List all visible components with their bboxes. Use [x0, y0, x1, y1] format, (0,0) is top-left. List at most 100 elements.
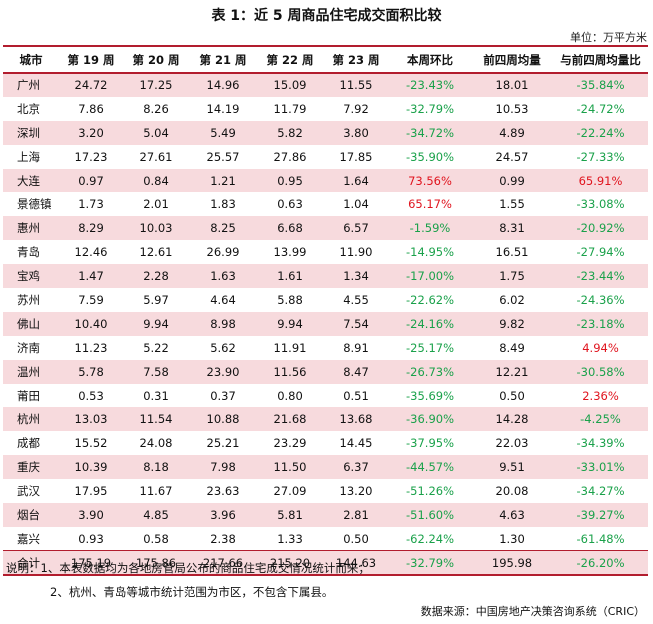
- cell-wow: -14.95%: [406, 245, 454, 260]
- cell-week22: 9.94: [257, 311, 323, 336]
- cell-week23: 2.81: [323, 503, 389, 527]
- cell-city: 广州: [3, 73, 59, 97]
- cell-week21: 10.88: [189, 407, 257, 432]
- cell-avg4: 0.99: [471, 168, 553, 193]
- cell-week21: 8.98: [189, 311, 257, 336]
- cell-city: 济南: [17, 340, 40, 355]
- cell-week19: 12.46: [74, 245, 108, 260]
- cell-week22: 1.61: [257, 264, 323, 289]
- cell-week22: 23.29: [273, 436, 307, 451]
- cell-wow: -32.79%: [406, 101, 454, 116]
- cell-week19: 0.97: [59, 168, 123, 193]
- col-header-city: 城市: [3, 45, 59, 74]
- cell-city: 温州: [3, 359, 59, 384]
- cell-week22: 1.33: [277, 531, 303, 546]
- col-header-week19: 第 19 周: [59, 45, 123, 74]
- table-row: 惠州 8.29 10.03 8.25 6.68 6.57 -1.59% 8.31 -20.92%: [3, 216, 648, 241]
- cell-wow: -22.62%: [406, 292, 454, 307]
- cell-week21: 1.63: [189, 264, 257, 289]
- cell-avg4: 16.51: [495, 245, 529, 260]
- table-row: 烟台 3.90 4.85 3.96 5.81 2.81 -51.60% 4.63 -39.27%: [3, 503, 648, 527]
- cell-city: 上海: [17, 149, 40, 164]
- cell-week20: 8.26: [143, 101, 169, 116]
- cell-week23: 14.45: [339, 436, 373, 451]
- cell-week22: 27.86: [273, 149, 307, 164]
- cell-week23: 13.20: [339, 484, 373, 499]
- cell-avg4: 9.82: [471, 311, 553, 336]
- cell-city: 青岛: [17, 245, 40, 260]
- cell-week19: 0.93: [78, 531, 104, 546]
- table-row: 广州 24.72 17.25 14.96 15.09 11.55 -23.43% 18.01-…: [3, 73, 648, 97]
- header-row: 城市 第 19 周 第 20 周 第 21 周 第 22 周 第 23 周 本周…: [3, 45, 648, 74]
- cell-wow: -34.72%: [389, 120, 471, 145]
- cell-week21: 25.57: [206, 149, 240, 164]
- cell-week22: 0.80: [277, 388, 303, 403]
- cell-week23: 17.85: [339, 149, 373, 164]
- cell-vs-avg: -20.92%: [553, 216, 648, 241]
- cell-vs-avg: -27.33%: [576, 149, 625, 164]
- cell-week22: 11.56: [257, 359, 323, 384]
- table-row: 温州 5.78 7.58 23.90 11.56 8.47 -26.73% 12.21 -30.…: [3, 359, 648, 384]
- cell-week21: 217.66: [189, 550, 257, 576]
- cell-city: 杭州: [3, 407, 59, 432]
- table-row: 成都 15.52 24.08 25.21 23.29 14.45 -37.95% 22.03 -…: [3, 431, 648, 455]
- cell-vs-avg: -26.20%: [553, 550, 648, 576]
- housing-transaction-table: 城市 第 19 周 第 20 周 第 21 周 第 22 周 第 23 周 本周…: [3, 45, 648, 576]
- cell-week23: 11.90: [339, 245, 373, 260]
- cell-city: 嘉兴: [17, 531, 40, 546]
- cell-city: 烟台: [3, 503, 59, 527]
- cell-week21: 14.19: [206, 101, 240, 116]
- cell-avg4: 6.02: [499, 292, 525, 307]
- cell-vs-avg: -30.58%: [553, 359, 648, 384]
- table-row: 济南 11.23 5.22 5.62 11.91 8.91 -25.17% 8.49 4.94%: [3, 336, 648, 360]
- cell-wow: -35.69%: [406, 388, 454, 403]
- table-row: 杭州 13.03 11.54 10.88 21.68 13.68 -36.90% 14.28-…: [3, 407, 648, 432]
- cell-week19: 7.59: [78, 292, 104, 307]
- cell-week21: 2.38: [210, 531, 236, 546]
- cell-week22: 5.81: [257, 503, 323, 527]
- cell-week21: 5.49: [189, 120, 257, 145]
- cell-wow: -23.43%: [389, 73, 471, 97]
- cell-week20: 175.86: [123, 550, 189, 576]
- table-row: 青岛 12.46 12.61 26.99 13.99 11.90 -14.95% 16.51 -…: [3, 240, 648, 264]
- cell-week21: 1.21: [189, 168, 257, 193]
- cell-avg4: 12.21: [471, 359, 553, 384]
- cell-avg4: 20.08: [495, 484, 529, 499]
- cell-week20: 0.58: [143, 531, 169, 546]
- cell-wow: -36.90%: [389, 407, 471, 432]
- cell-week19: 5.78: [59, 359, 123, 384]
- cell-week22: 27.09: [273, 484, 307, 499]
- table-row: 苏州 7.59 5.97 4.64 5.88 4.55 -22.62% 6.02 -24.36%: [3, 288, 648, 312]
- cell-week20: 12.61: [139, 245, 173, 260]
- cell-week20: 24.08: [139, 436, 173, 451]
- col-header-week22: 第 22 周: [257, 45, 323, 74]
- col-header-week21: 第 21 周: [189, 45, 257, 74]
- cell-city: 重庆: [3, 455, 59, 480]
- cell-vs-avg: -35.84%: [553, 73, 648, 97]
- cell-vs-avg: 2.36%: [582, 388, 619, 403]
- cell-vs-avg: -61.48%: [576, 531, 625, 546]
- cell-week19: 10.39: [59, 455, 123, 480]
- cell-wow: -26.73%: [389, 359, 471, 384]
- cell-avg4: 8.49: [499, 340, 525, 355]
- cell-week23: 6.57: [323, 216, 389, 241]
- cell-week22: 11.50: [257, 455, 323, 480]
- cell-vs-avg: -27.94%: [576, 245, 625, 260]
- cell-week20: 0.84: [123, 168, 189, 193]
- table-row: 嘉兴 0.93 0.58 2.38 1.33 0.50 -62.24% 1.30 -61.48%: [3, 527, 648, 551]
- cell-week22: 11.79: [273, 101, 307, 116]
- cell-wow: -51.60%: [389, 503, 471, 527]
- cell-vs-avg: -24.36%: [576, 292, 625, 307]
- cell-city: 景德镇: [17, 197, 52, 212]
- cell-wow: -44.57%: [389, 455, 471, 480]
- cell-vs-avg: -23.44%: [553, 264, 648, 289]
- cell-avg4: 24.57: [495, 149, 529, 164]
- cell-wow: -1.59%: [389, 216, 471, 241]
- table-row: 上海 17.23 27.61 25.57 27.86 17.85 -35.90% 24.57 -…: [3, 145, 648, 169]
- cell-avg4: 1.55: [499, 197, 525, 212]
- table-row: 莆田 0.53 0.31 0.37 0.80 0.51 -35.69% 0.50 2.36%: [3, 384, 648, 408]
- cell-week20: 0.31: [143, 388, 169, 403]
- cell-avg4: 0.50: [499, 388, 525, 403]
- cell-wow: -37.95%: [406, 436, 454, 451]
- cell-week20: 11.67: [139, 484, 173, 499]
